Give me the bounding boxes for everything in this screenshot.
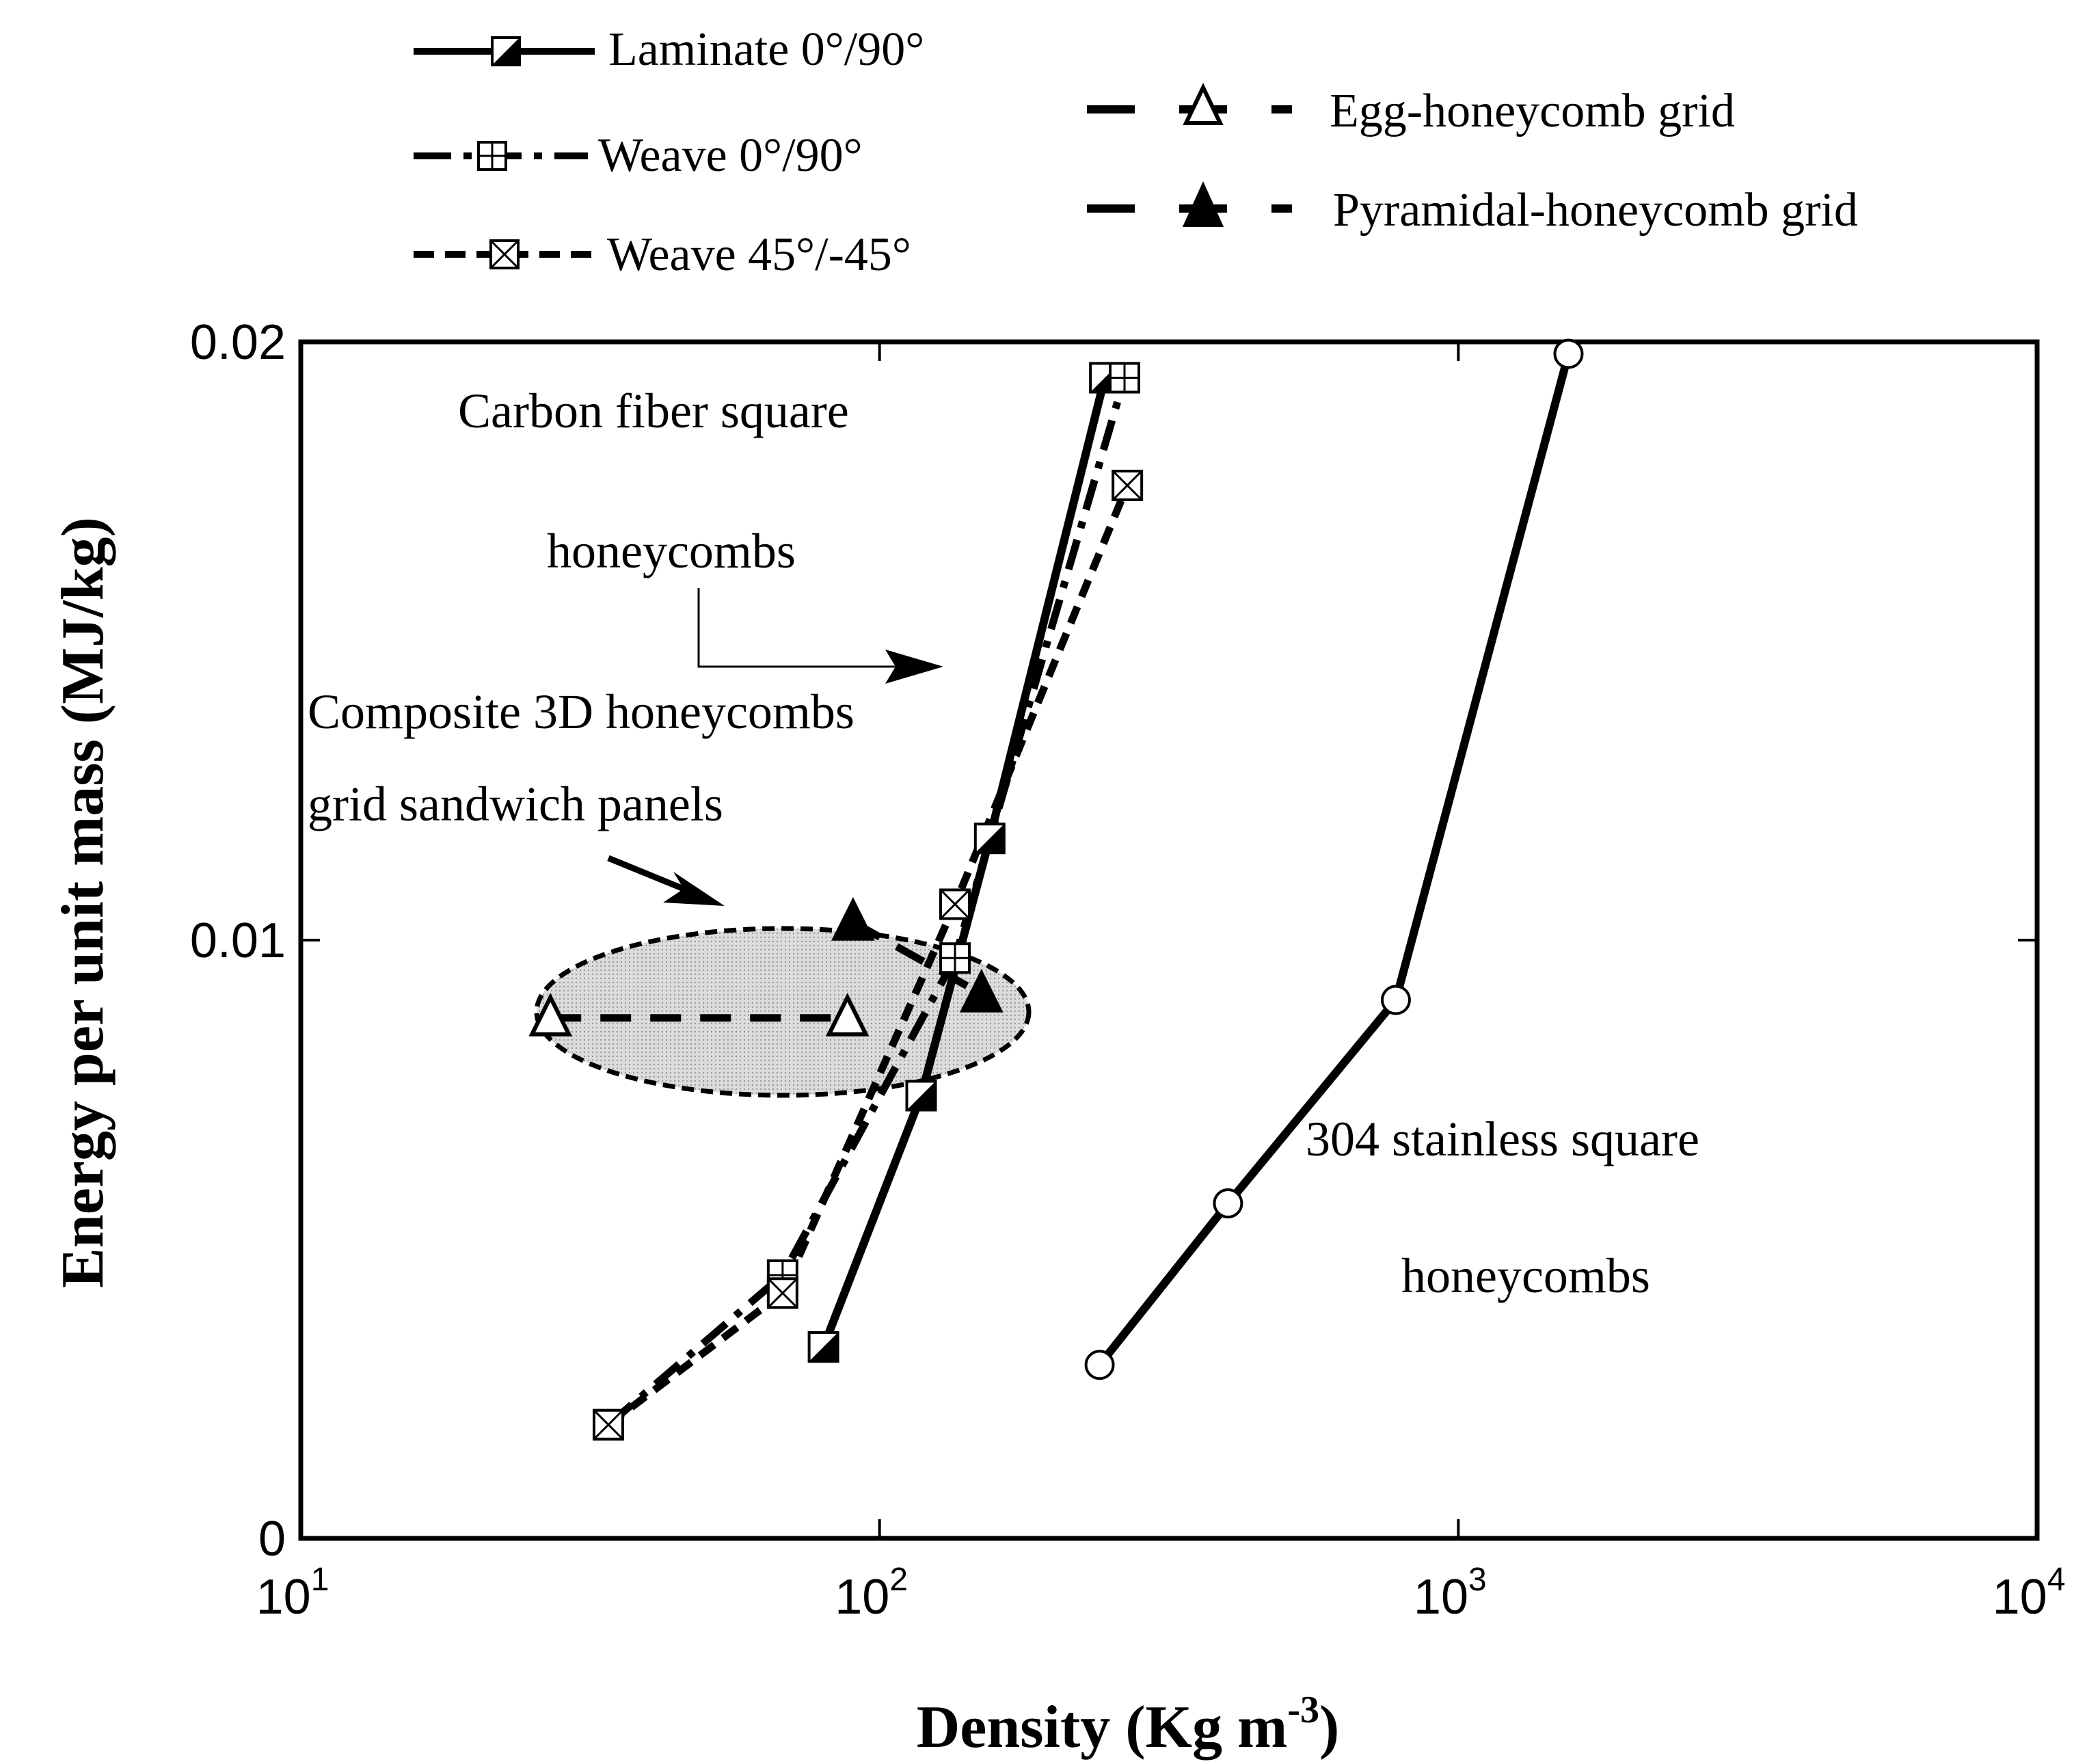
marker-weave45-3 — [1112, 470, 1144, 501]
legend-item-weave45: Weave 45°/-45° — [414, 228, 911, 281]
legend-item-weave090: Weave 0°/90° — [414, 129, 863, 182]
carbon-arrow-head — [885, 650, 943, 684]
composite-arrow-line — [607, 855, 685, 892]
marker-weave45-0 — [592, 1408, 624, 1441]
annotation-stainless-1: 304 stainless square — [1306, 1112, 1699, 1166]
series-line-laminate — [820, 377, 1109, 1349]
axis-tick-labels: 0 0.01 0.02 101 102 103 104 — [190, 315, 2066, 1625]
series-line-weave45 — [606, 483, 1131, 1428]
marker-stainless-1 — [1213, 1188, 1243, 1218]
x-tick-label-1: 102 — [835, 1562, 908, 1625]
annotations: Carbon fiber square honeycombs Composite… — [308, 384, 1699, 1303]
x-axis-label: Density (Kg m-3) — [917, 1689, 1340, 1761]
series-line-stainless — [1096, 352, 1573, 1367]
marker-egg-1 — [825, 993, 870, 1037]
marker-laminate-2 — [973, 823, 1006, 855]
legend-label-weave45: Weave 45°/-45° — [607, 228, 911, 281]
annotation-arrows — [607, 588, 943, 906]
annotation-carbon-1: Carbon fiber square — [458, 384, 849, 438]
legend-label-laminate: Laminate 0°/90° — [608, 23, 924, 76]
marker-weave45-1 — [766, 1277, 798, 1309]
marker-laminate-1 — [905, 1080, 937, 1112]
plot-frame — [298, 339, 2040, 1541]
legend-label-weave090: Weave 0°/90° — [598, 129, 863, 182]
marker-egg-0 — [528, 993, 573, 1037]
annotation-composite-2: grid sandwich panels — [308, 777, 723, 831]
marker-laminate-0 — [807, 1331, 839, 1363]
composite-arrow-head — [663, 872, 725, 906]
marker-stainless-0 — [1084, 1350, 1115, 1380]
legend-label-pyramidal: Pyramidal-honeycomb grid — [1333, 184, 1858, 237]
marker-stainless-3 — [1553, 338, 1584, 369]
annotation-carbon-2: honeycombs — [547, 524, 796, 578]
annotation-stainless-2: honeycombs — [1401, 1248, 1650, 1303]
y-tick-label-0: 0 — [258, 1512, 286, 1566]
legend-item-pyramidal: Pyramidal-honeycomb grid — [1087, 181, 1858, 237]
marker-pyramidal-0 — [831, 897, 875, 941]
marker-weave090-2 — [939, 942, 971, 974]
legend-item-laminate: Laminate 0°/90° — [414, 23, 924, 76]
series-line-pyramidal — [851, 918, 984, 998]
annotation-composite-1: Composite 3D honeycombs — [308, 684, 854, 739]
marker-weave45-2 — [939, 888, 971, 920]
marker-weave090-3 — [1109, 362, 1141, 394]
legend-label-egg: Egg-honeycomb grid — [1330, 85, 1735, 137]
series-line-weave090 — [606, 376, 1129, 1428]
y-tick-label-2: 0.02 — [190, 315, 286, 370]
x-tick-label-2: 103 — [1414, 1562, 1487, 1625]
carbon-arrow-line — [697, 588, 919, 668]
axis-ticks — [299, 340, 2038, 1540]
marker-pyramidal-1 — [959, 969, 1004, 1013]
marker-stainless-2 — [1380, 985, 1411, 1015]
legend: Laminate 0°/90° Weave 0°/90° Weave 45°/-… — [414, 23, 1858, 281]
legend-item-egg: Egg-honeycomb grid — [1087, 83, 1735, 137]
x-tick-label-3: 104 — [1993, 1562, 2066, 1625]
y-axis-label: Energy per unit mass (MJ/kg) — [50, 517, 116, 1288]
x-tick-label-0: 101 — [256, 1562, 329, 1625]
legend-label-laminate-text: Laminate 0°/90° — [608, 23, 924, 76]
series-markers — [528, 338, 1584, 1441]
y-tick-label-1: 0.01 — [190, 913, 286, 968]
